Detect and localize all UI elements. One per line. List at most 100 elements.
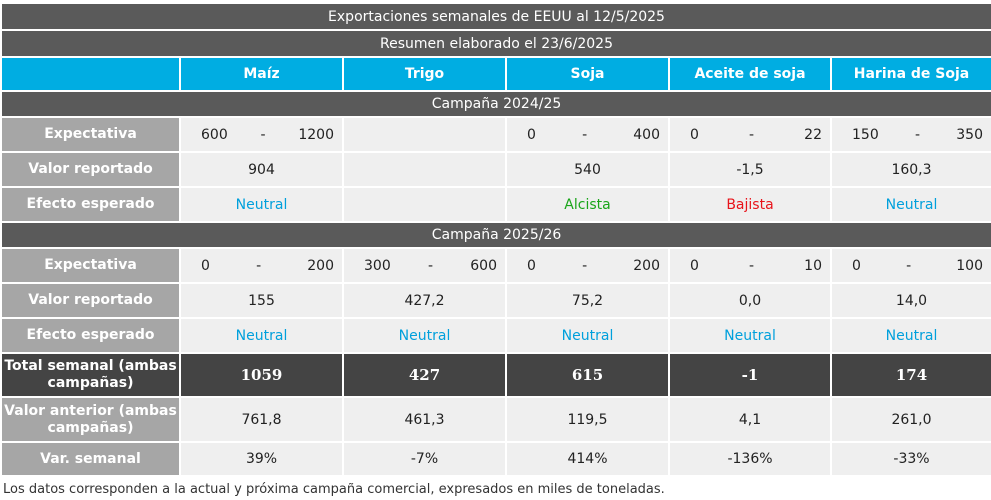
expected-effect: Neutral	[505, 317, 670, 354]
table-title: Exportaciones semanales de EEUU al 12/5/…	[0, 2, 991, 31]
table-row: Total semanal (ambas campañas) 1059 427 615…	[0, 352, 991, 398]
range-value: 200	[633, 257, 660, 274]
range-value: 350	[956, 126, 983, 143]
total-value: 174	[830, 352, 991, 398]
expectation-range: 150 - 350	[830, 116, 991, 153]
table-row: Expectativa 0-200 300-600 0-200 0-10 0-100	[0, 247, 991, 284]
reported-value	[342, 151, 507, 188]
expectation-range: 0 - 22	[668, 116, 832, 153]
range-value: 150	[852, 126, 879, 143]
reported-value: 14,0	[830, 282, 991, 319]
expected-effect: Neutral	[830, 186, 991, 223]
weekly-change: -136%	[668, 441, 832, 477]
campaign-header: Campaña 2025/26	[0, 221, 991, 249]
exports-table: Exportaciones semanales de EEUU al 12/5/…	[0, 2, 991, 477]
weekly-change: 39%	[179, 441, 344, 477]
range-value: -	[256, 257, 262, 274]
column-header: Maíz	[179, 56, 344, 92]
campaign-header: Campaña 2024/25	[0, 90, 991, 118]
table-row: Valor reportado 155 427,2 75,2 0,0 14,0	[0, 282, 991, 319]
column-header: Trigo	[342, 56, 507, 92]
table-row: Campaña 2025/26	[0, 221, 991, 249]
weekly-change: -33%	[830, 441, 991, 477]
range-value: -	[749, 257, 755, 274]
expectation-range: 0 - 200	[505, 247, 670, 284]
table-row: Campaña 2024/25	[0, 90, 991, 118]
range-value: 400	[633, 126, 660, 143]
table-row: Maíz Trigo Soja Aceite de soja Harina de Soj…	[0, 56, 991, 92]
previous-value: 119,5	[505, 396, 670, 443]
expected-effect: Bajista	[668, 186, 832, 223]
table-row: Efecto esperado Neutral Neutral Neutral Neut…	[0, 317, 991, 354]
range-value: 600	[470, 257, 497, 274]
row-label: Expectativa	[0, 116, 181, 153]
reported-value: 904	[179, 151, 344, 188]
expected-effect: Neutral	[830, 317, 991, 354]
reported-value: -1,5	[668, 151, 832, 188]
column-header: Harina de Soja	[830, 56, 991, 92]
range-value: -	[582, 126, 588, 143]
range-value: 0	[527, 126, 536, 143]
table-subtitle: Resumen elaborado el 23/6/2025	[0, 29, 991, 58]
reported-value: 427,2	[342, 282, 507, 319]
row-label: Efecto esperado	[0, 186, 181, 223]
header-blank	[0, 56, 181, 92]
row-label: Valor reportado	[0, 282, 181, 319]
expected-effect: Alcista	[505, 186, 670, 223]
weekly-change: -7%	[342, 441, 507, 477]
expectation-range: 0 - 400	[505, 116, 670, 153]
total-value: 427	[342, 352, 507, 398]
footnote: Los datos corresponden a la actual y pró…	[3, 482, 665, 497]
table-row: Valor reportado 904 540 -1,5 160,3	[0, 151, 991, 188]
previous-value: 761,8	[179, 396, 344, 443]
total-value: -1	[668, 352, 832, 398]
range-value: 100	[956, 257, 983, 274]
table-row: Expectativa 600 - 1200 0 - 400 0 - 22 150 - 350	[0, 116, 991, 153]
expected-effect	[342, 186, 507, 223]
previous-value: 4,1	[668, 396, 832, 443]
expectation-range: 600 - 1200	[179, 116, 344, 153]
range-value: 10	[804, 257, 822, 274]
range-value: 0	[690, 257, 699, 274]
table-row: Valor anterior (ambas campañas) 761,8 461,…	[0, 396, 991, 443]
expected-effect: Neutral	[179, 317, 344, 354]
row-label: Total semanal (ambas campañas)	[0, 352, 181, 398]
reported-value: 160,3	[830, 151, 991, 188]
range-value: -	[260, 126, 266, 143]
reported-value: 0,0	[668, 282, 832, 319]
reported-value: 155	[179, 282, 344, 319]
range-value: 0	[690, 126, 699, 143]
row-label: Expectativa	[0, 247, 181, 284]
range-value: -	[906, 257, 912, 274]
expectation-range: 0 - 10	[668, 247, 832, 284]
range-value: 0	[527, 257, 536, 274]
row-label: Valor anterior (ambas campañas)	[0, 396, 181, 443]
row-label: Var. semanal	[0, 441, 181, 477]
expectation-range: 0 - 100	[830, 247, 991, 284]
column-header: Aceite de soja	[668, 56, 832, 92]
total-value: 615	[505, 352, 670, 398]
expectation-range	[342, 116, 507, 153]
expectation-range: 0 - 200	[179, 247, 344, 284]
column-header: Soja	[505, 56, 670, 92]
reported-value: 75,2	[505, 282, 670, 319]
range-value: 600	[201, 126, 228, 143]
range-value: 0	[201, 257, 210, 274]
table-row: Var. semanal 39% -7% 414% -136% -33%	[0, 441, 991, 477]
range-value: 0	[852, 257, 861, 274]
expected-effect: Neutral	[668, 317, 832, 354]
table-row: Efecto esperado Neutral Alcista Bajista Neut…	[0, 186, 991, 223]
range-value: 200	[307, 257, 334, 274]
expectation-range: 300 - 600	[342, 247, 507, 284]
reported-value: 540	[505, 151, 670, 188]
total-value: 1059	[179, 352, 344, 398]
table-row: Resumen elaborado el 23/6/2025	[0, 29, 991, 58]
range-value: -	[582, 257, 588, 274]
range-value: -	[914, 126, 921, 143]
row-label: Valor reportado	[0, 151, 181, 188]
weekly-change: 414%	[505, 441, 670, 477]
range-value: 1200	[298, 126, 334, 143]
previous-value: 461,3	[342, 396, 507, 443]
expected-effect: Neutral	[179, 186, 344, 223]
previous-value: 261,0	[830, 396, 991, 443]
